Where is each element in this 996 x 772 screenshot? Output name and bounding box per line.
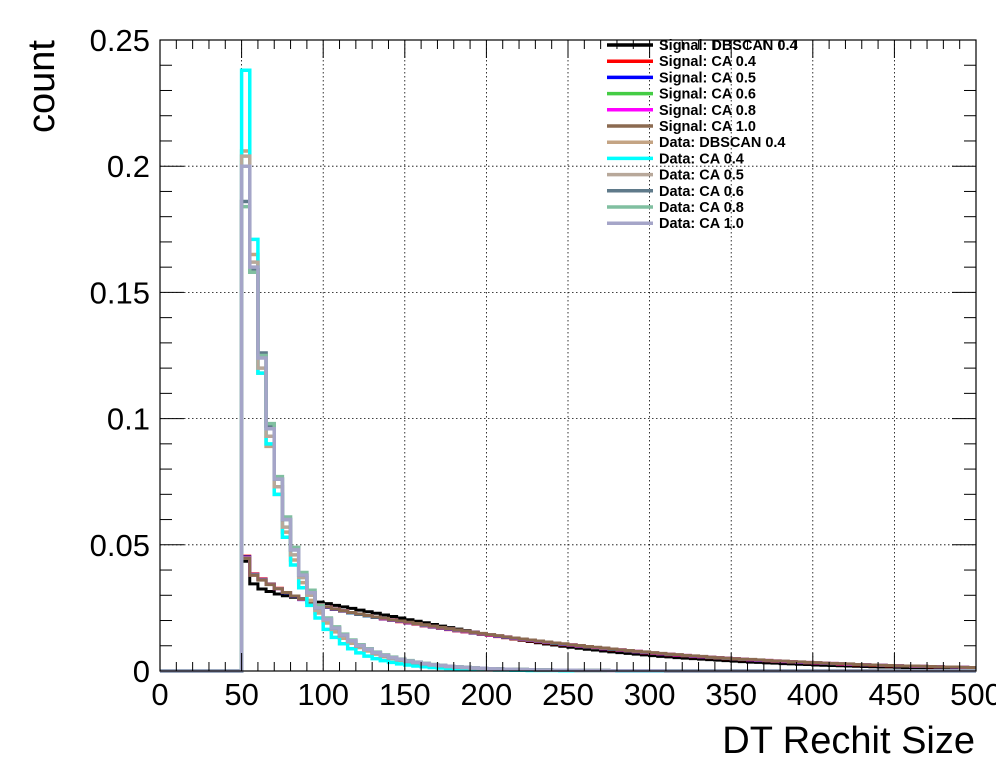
y-tick-label-1: 0.05: [90, 528, 150, 563]
y-tick-label-2: 0.1: [107, 402, 150, 437]
x-tick-label-0: 0: [151, 677, 168, 712]
legend-label-2: Signal: CA 0.5: [659, 70, 756, 86]
legend-label-6: Data: DBSCAN 0.4: [659, 135, 786, 151]
x-tick-label-9: 450: [869, 677, 921, 712]
series-line-5: [160, 556, 976, 673]
legend-label-5: Signal: CA 1.0: [659, 119, 756, 135]
legend-label-4: Signal: CA 0.8: [659, 103, 756, 119]
x-axis-label: DT Rechit Size: [722, 720, 975, 762]
legend-label-11: Data: CA 1.0: [659, 216, 744, 232]
x-tick-label-3: 150: [379, 677, 431, 712]
x-tick-label-1: 50: [224, 677, 258, 712]
x-tick-label-2: 100: [297, 677, 349, 712]
legend-label-9: Data: CA 0.6: [659, 184, 744, 200]
tick-marks: [159, 39, 977, 672]
y-axis-label: count: [21, 40, 63, 133]
legend-label-7: Data: CA 0.4: [659, 151, 744, 167]
x-tick-label-6: 300: [624, 677, 676, 712]
legend-label-8: Data: CA 0.5: [659, 168, 744, 184]
legend-label-0: Signal: DBSCAN 0.4: [659, 38, 798, 54]
x-tick-label-5: 250: [542, 677, 594, 712]
x-tick-label-10: 500: [950, 677, 996, 712]
y-tick-label-0: 0: [133, 654, 150, 689]
grid-lines: [160, 40, 976, 671]
legend-label-1: Signal: CA 0.4: [659, 54, 756, 70]
y-tick-label-4: 0.2: [107, 149, 150, 184]
legend-label-10: Data: CA 0.8: [659, 200, 744, 216]
y-tick-label-3: 0.15: [90, 275, 150, 310]
y-tick-label-5: 0.25: [90, 23, 150, 58]
x-tick-label-8: 400: [787, 677, 839, 712]
legend-label-3: Signal: CA 0.6: [659, 87, 756, 103]
x-tick-label-7: 350: [705, 677, 757, 712]
tick-labels: 0 50 100 150 200 250 300 350 400 450 500 0 0.05 0.1 0.…: [90, 23, 996, 712]
x-tick-label-4: 200: [461, 677, 513, 712]
